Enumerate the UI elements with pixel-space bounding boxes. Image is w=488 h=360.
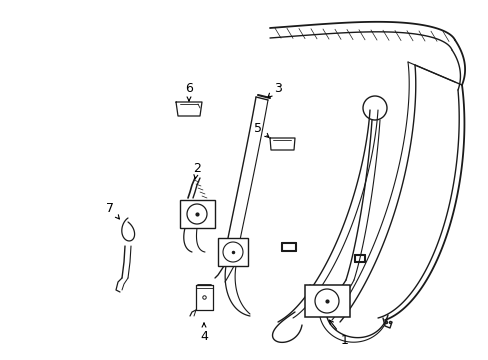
Text: 2: 2 — [193, 162, 201, 179]
Bar — [305, 285, 349, 317]
Text: 4: 4 — [200, 323, 207, 342]
Bar — [180, 200, 215, 228]
Text: 6: 6 — [184, 81, 193, 101]
Text: 3: 3 — [267, 81, 282, 97]
Bar — [218, 238, 247, 266]
Text: 5: 5 — [253, 122, 268, 138]
Text: 1: 1 — [329, 320, 348, 346]
Text: 7: 7 — [106, 202, 119, 219]
